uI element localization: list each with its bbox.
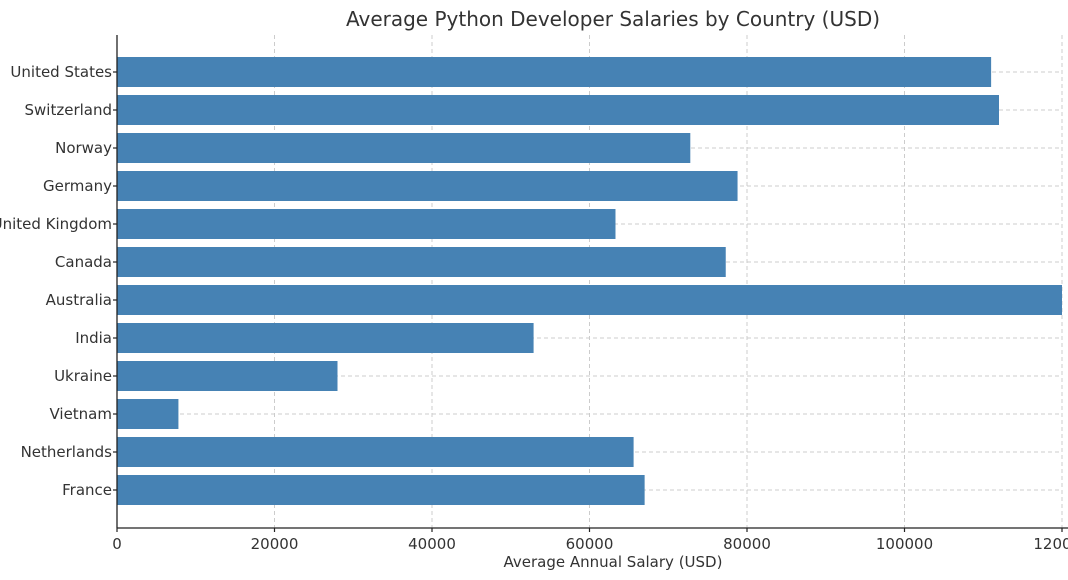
y-tick-label: Australia [46,291,112,309]
x-tick-label: 100000 [876,535,933,553]
y-tick-label: Germany [43,177,112,195]
bar-australia [117,285,1062,315]
x-tick-label: 0 [112,535,122,553]
y-tick-label: France [62,481,112,499]
bar-switzerland [117,95,999,125]
axis-layer [113,35,1068,532]
x-axis-label: Average Annual Salary (USD) [504,553,723,571]
bar-ukraine [117,361,338,391]
x-tick-label: 20000 [251,535,299,553]
x-tick-label: 40000 [408,535,456,553]
bar-netherlands [117,437,634,467]
y-tick-label: United States [10,63,112,81]
y-tick-label: Norway [55,139,112,157]
label-layer: Average Python Developer Salaries by Cou… [0,7,1068,571]
bar-united-states [117,57,992,87]
y-tick-label: Vietnam [49,405,112,423]
y-tick-label: Ukraine [54,367,112,385]
bar-canada [117,247,726,277]
x-tick-label: 60000 [566,535,614,553]
y-tick-label: India [75,329,112,347]
y-tick-label: Canada [55,253,112,271]
bar-united-kingdom [117,209,616,239]
y-tick-label: Switzerland [25,101,113,119]
bar-norway [117,133,691,163]
chart-title: Average Python Developer Salaries by Cou… [346,7,880,31]
bar-layer [117,57,1062,505]
y-tick-label: United Kingdom [0,215,112,233]
bar-germany [117,171,738,201]
bar-india [117,323,534,353]
bar-vietnam [117,399,179,429]
bar-france [117,475,645,505]
x-tick-label: 120000 [1033,535,1068,553]
x-tick-label: 80000 [723,535,771,553]
y-tick-label: Netherlands [21,443,113,461]
